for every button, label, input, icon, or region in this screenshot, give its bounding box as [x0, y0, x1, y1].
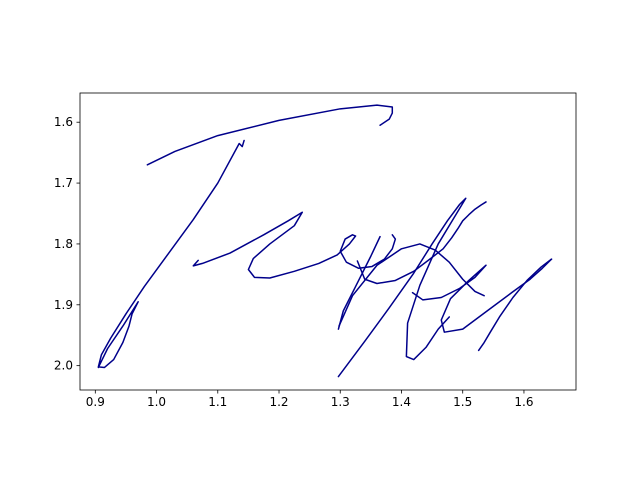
y-tick-label: 1.8: [54, 237, 73, 251]
y-axis: 1.6 1.7 1.8 1.9 2.0: [54, 115, 80, 373]
x-tick-label: 1.3: [331, 395, 350, 409]
series-line-7: [411, 258, 553, 333]
series-line-8: [477, 258, 553, 352]
plot-background: [80, 93, 576, 390]
series-layer: [97, 104, 553, 378]
series-line-0: [146, 104, 394, 166]
x-tick-label: 1.4: [392, 395, 411, 409]
x-tick-label: 0.9: [86, 395, 105, 409]
y-tick-label: 1.9: [54, 298, 73, 312]
series-line-3: [337, 235, 381, 330]
x-tick-label: 1.6: [514, 395, 533, 409]
series-line-1: [97, 139, 245, 369]
series-line-6: [338, 243, 485, 327]
series-line-5: [356, 201, 487, 285]
x-tick-label: 1.1: [208, 395, 227, 409]
y-tick-label: 1.7: [54, 176, 73, 190]
y-tick-label: 1.6: [54, 115, 73, 129]
x-tick-label: 1.2: [269, 395, 288, 409]
series-line-4: [337, 197, 467, 378]
y-tick-label: 2.0: [54, 359, 73, 373]
x-axis: 0.9 1.0 1.1 1.2 1.3 1.4 1.5 1.6: [86, 390, 533, 409]
plot-frame: [79, 92, 577, 391]
x-tick-label: 1.0: [147, 395, 166, 409]
x-tick-label: 1.5: [453, 395, 472, 409]
